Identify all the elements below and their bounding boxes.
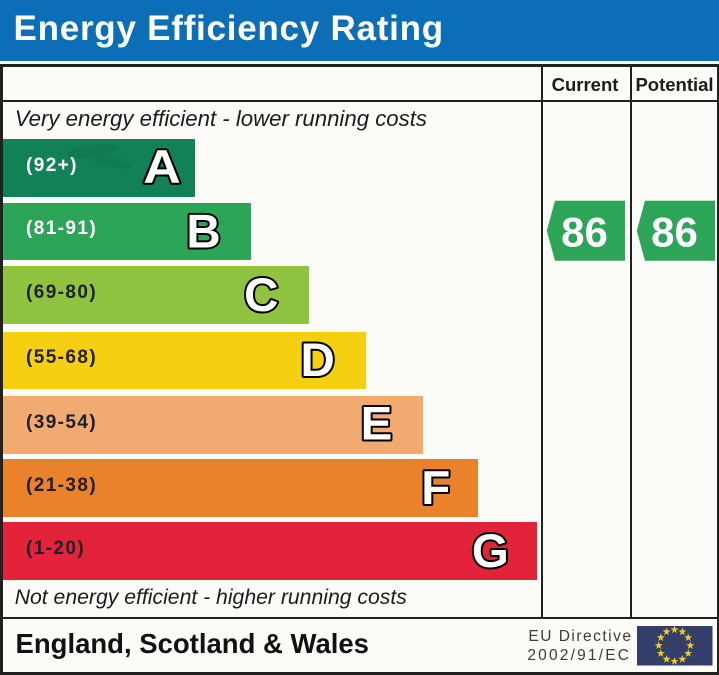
svg-text:F: F [421,462,450,515]
svg-text:86: 86 [561,209,608,256]
svg-text:E: E [361,398,393,451]
svg-text:B: B [186,205,220,258]
svg-text:G: G [472,525,509,578]
svg-text:A: A [143,141,181,194]
svg-text:C: C [244,269,278,322]
svg-text:D: D [300,334,334,387]
svg-text:86: 86 [651,209,698,256]
